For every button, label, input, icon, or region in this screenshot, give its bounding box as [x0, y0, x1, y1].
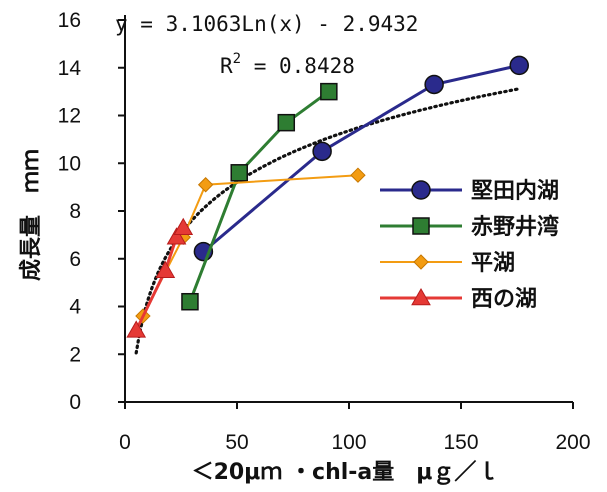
x-tick-label: 50 — [225, 431, 248, 454]
data-point-triangle — [173, 217, 194, 235]
y-tick-label: 2 — [69, 343, 81, 366]
data-point-square — [230, 164, 248, 182]
legend-item: 堅田内湖 — [380, 179, 559, 204]
data-point-triangle — [155, 260, 176, 278]
series-4 — [126, 217, 194, 338]
legend-label: 堅田内湖 — [471, 179, 559, 204]
legend-marker-triangle — [411, 287, 431, 306]
legend-marker-square — [412, 217, 430, 235]
series-2 — [181, 82, 338, 311]
data-point-triangle — [166, 227, 187, 245]
r-squared-superscript: 2 — [233, 51, 241, 67]
y-tick-label: 16 — [58, 9, 81, 32]
x-tick-label: 100 — [331, 431, 366, 454]
legend-item: 平湖 — [380, 251, 515, 276]
y-tick-label: 14 — [58, 57, 82, 80]
legend-label: 平湖 — [471, 251, 515, 276]
series-3 — [135, 167, 366, 324]
data-point-triangle — [126, 320, 147, 338]
legend-item: 赤野井湾 — [380, 214, 559, 240]
y-tick-label: 0 — [69, 391, 81, 414]
r-squared-symbol: R — [220, 54, 233, 78]
trendline-equation: y = 3.1063Ln(x) - 2.9432 — [115, 12, 418, 36]
data-point-diamond — [350, 167, 366, 183]
series-1 — [193, 55, 529, 262]
series-line — [202, 63, 520, 253]
legend-marker-diamond — [413, 254, 429, 270]
tick-labels: 0 2 4 6 8 10 12 14 16 0 50 100 150 200 — [58, 9, 591, 454]
trendline-curve — [134, 87, 521, 355]
y-tick-label: 10 — [58, 152, 81, 175]
y-tick-label: 4 — [69, 296, 81, 319]
y-tick-label: 6 — [69, 248, 81, 271]
data-point-square — [277, 113, 296, 132]
data-point-circle — [312, 141, 332, 162]
series — [126, 55, 529, 338]
legend-item: 西の湖 — [380, 287, 537, 312]
data-point-circle — [424, 74, 444, 95]
legend-label: 赤野井湾 — [471, 214, 559, 240]
series-line — [188, 90, 330, 303]
trendline — [134, 87, 521, 355]
y-axis-title: 成長量 ｍｍ — [19, 149, 44, 281]
legend-marker-circle — [411, 180, 431, 200]
data-point-square — [320, 82, 338, 101]
axes — [118, 15, 574, 409]
data-point-diamond — [197, 177, 214, 193]
legend-label: 西の湖 — [471, 287, 537, 312]
r-squared-value: = 0.8428 — [241, 54, 355, 78]
x-tick-label: 150 — [443, 431, 478, 454]
y-tick-label: 12 — [58, 105, 81, 128]
x-tick-label: 200 — [555, 431, 590, 454]
x-axis-title: ＜20μｍ ・chl-a量 μｇ／ｌ — [192, 460, 499, 485]
data-point-circle — [509, 55, 529, 76]
x-tick-label: 0 — [119, 431, 131, 454]
data-point-square — [181, 292, 199, 311]
r-squared-label: R2 = 0.8428 — [220, 51, 355, 78]
y-tick-label: 8 — [69, 200, 81, 223]
